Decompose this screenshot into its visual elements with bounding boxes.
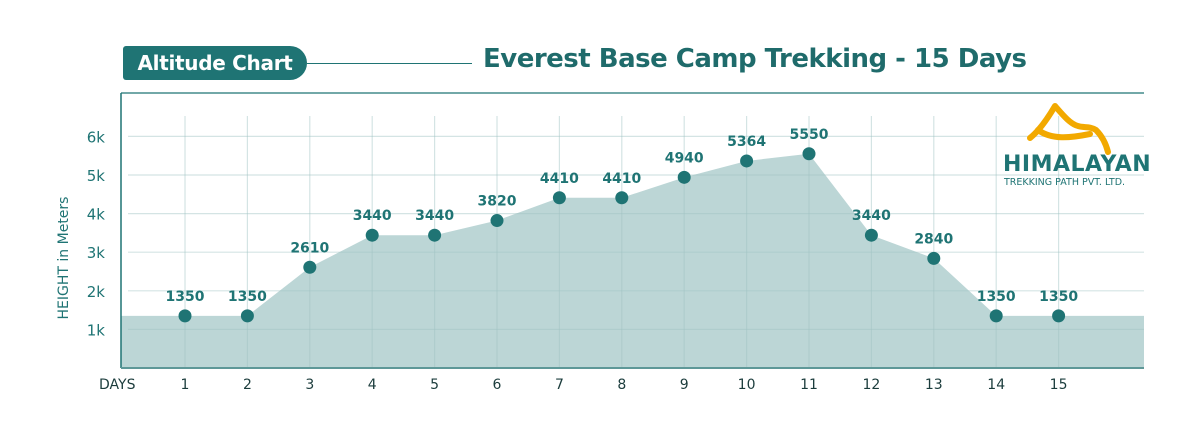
data-point: [178, 309, 192, 323]
x-tick-label: 3: [305, 377, 314, 393]
data-point: [989, 309, 1003, 323]
x-tick-label: 12: [862, 377, 880, 393]
data-point: [428, 228, 442, 242]
data-point: [677, 170, 691, 184]
data-label: 4410: [540, 171, 579, 187]
x-tick-label: 5: [430, 377, 439, 393]
title-divider: [307, 63, 472, 64]
x-tick-label: 13: [925, 377, 943, 393]
data-label: 3440: [353, 208, 392, 224]
x-axis-label: DAYS: [99, 377, 136, 393]
data-point: [927, 251, 941, 265]
x-tick-label: 1: [181, 377, 190, 393]
y-tick-label: 5k: [87, 167, 106, 185]
data-label: 3440: [852, 208, 891, 224]
x-tick-label: 2: [243, 377, 252, 393]
data-label: 4410: [602, 171, 641, 187]
altitude-area: [121, 153, 1144, 368]
data-point: [552, 191, 566, 205]
x-tick-label: 15: [1050, 377, 1068, 393]
mountain-logo-icon: [1027, 103, 1111, 155]
data-point: [615, 191, 629, 205]
x-tick-label: 10: [738, 377, 756, 393]
data-point: [490, 214, 504, 228]
data-label: 1350: [977, 289, 1016, 305]
data-point: [802, 147, 816, 161]
data-point: [1052, 309, 1066, 323]
logo-subtitle: TREKKING PATH PVT. LTD.: [1004, 177, 1126, 188]
y-tick-label: 2k: [87, 283, 106, 301]
y-tick-label: 6k: [87, 128, 106, 146]
x-tick-label: 4: [368, 377, 377, 393]
data-label: 1350: [228, 289, 267, 305]
x-tick-label: 7: [555, 377, 564, 393]
data-point: [864, 228, 878, 242]
data-label: 2840: [914, 231, 953, 247]
data-label: 1350: [166, 289, 205, 305]
data-label: 3440: [415, 208, 454, 224]
data-label: 1350: [1039, 289, 1078, 305]
y-tick-label: 4k: [87, 206, 106, 224]
x-tick-label: 11: [800, 377, 818, 393]
chart-badge: Altitude Chart: [123, 46, 307, 80]
chart-title: Everest Base Camp Trekking - 15 Days: [483, 44, 1027, 74]
data-point: [740, 154, 754, 168]
y-tick-label: 1k: [87, 321, 106, 339]
data-label: 2610: [290, 240, 329, 256]
data-label: 5364: [727, 134, 766, 150]
data-point: [240, 309, 254, 323]
data-label: 5550: [790, 127, 829, 143]
x-tick-label: 14: [987, 377, 1005, 393]
data-label: 3820: [478, 194, 517, 210]
data-label: 4940: [665, 150, 704, 166]
x-tick-label: 8: [617, 377, 626, 393]
x-tick-label: 6: [493, 377, 502, 393]
data-point: [365, 228, 379, 242]
logo-name: HIMALAYAN: [1003, 152, 1152, 177]
x-tick-label: 9: [680, 377, 689, 393]
y-axis-label: HEIGHT in Meters: [56, 197, 72, 320]
y-tick-label: 3k: [87, 244, 106, 262]
data-point: [303, 260, 317, 274]
